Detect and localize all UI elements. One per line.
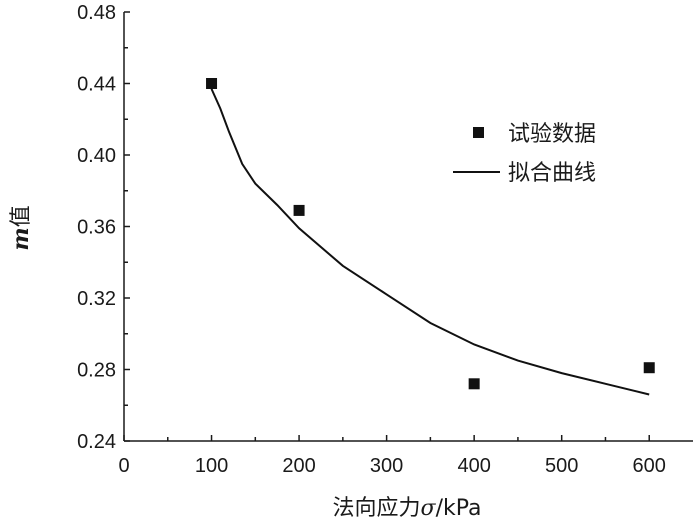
x-ticks: 0 100 200 300 400 500 600 xyxy=(118,435,666,477)
legend-marker-scatter xyxy=(473,127,484,138)
x-tick-label: 100 xyxy=(195,455,228,477)
y-tick-label: 0.48 xyxy=(77,2,116,24)
x-tick-label: 0 xyxy=(118,455,129,477)
x-axis-title: 法向应力σ/kPa xyxy=(333,496,482,521)
data-point xyxy=(468,378,480,390)
y-axis-title: m值 xyxy=(8,205,34,250)
legend: 试验数据 拟合曲线 xyxy=(453,122,596,186)
legend-label-scatter: 试验数据 xyxy=(508,122,596,147)
plot-area xyxy=(206,78,655,396)
y-ticks: 0.24 0.28 0.32 0.36 0.40 0.44 0.48 xyxy=(77,2,130,453)
fit-curve xyxy=(210,88,650,396)
y-tick-label: 0.40 xyxy=(77,145,116,167)
x-tick-label: 200 xyxy=(282,455,315,477)
x-tick-label: 500 xyxy=(545,455,578,477)
x-tick-label: 300 xyxy=(370,455,403,477)
y-tick-label: 0.36 xyxy=(77,217,116,239)
y-tick-label: 0.32 xyxy=(77,288,116,310)
axes xyxy=(123,12,693,442)
data-point xyxy=(643,362,655,374)
data-point xyxy=(206,78,218,89)
x-tick-label: 600 xyxy=(633,455,666,477)
legend-label-fit: 拟合曲线 xyxy=(508,161,596,186)
y-tick-label: 0.24 xyxy=(77,431,116,453)
y-tick-label: 0.44 xyxy=(77,74,116,96)
x-tick-label: 400 xyxy=(457,455,490,477)
data-point xyxy=(293,204,305,216)
y-tick-label: 0.28 xyxy=(77,360,116,382)
